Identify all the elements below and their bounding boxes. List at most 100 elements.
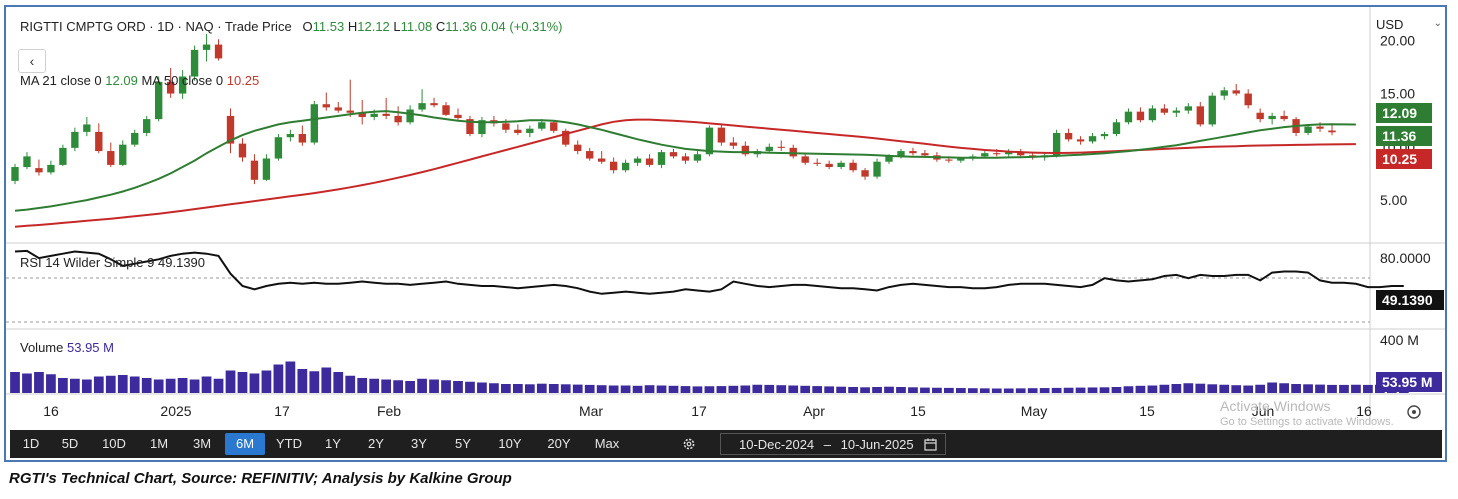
- reset-view-icon[interactable]: [1407, 405, 1421, 419]
- price-tick-label: 5.00: [1380, 192, 1407, 208]
- time-axis-label: 16: [1356, 403, 1372, 419]
- candle-body: [1328, 130, 1336, 133]
- candle-body: [23, 156, 31, 168]
- volume-bar: [812, 386, 823, 393]
- candle-body: [514, 129, 522, 133]
- candle-body: [154, 81, 163, 120]
- volume-bar: [321, 367, 332, 393]
- low-value: 11.08: [400, 19, 433, 34]
- candle-body: [107, 151, 115, 165]
- volume-bar: [524, 384, 535, 393]
- range-button-3y[interactable]: 3Y: [411, 436, 427, 451]
- date-from: 10-Dec-2024: [739, 437, 815, 452]
- volume-bar: [872, 387, 882, 393]
- volume-bar: [201, 376, 212, 393]
- volume-bar: [177, 378, 188, 393]
- price-type-label: Trade Price: [224, 19, 292, 34]
- volume-bar: [501, 384, 511, 393]
- volume-bar: [34, 372, 44, 393]
- calendar-icon: [924, 438, 937, 451]
- volume-bar: [1255, 384, 1266, 393]
- rsi-value: 49.1390: [158, 255, 206, 270]
- settings-button[interactable]: [678, 433, 700, 455]
- volume-bar: [417, 378, 427, 393]
- volume-bar: [261, 370, 272, 393]
- currency-select[interactable]: USD ⌄: [1376, 17, 1444, 39]
- candle-body: [334, 107, 342, 111]
- range-button-2y[interactable]: 2Y: [368, 436, 384, 451]
- volume-bar: [165, 378, 176, 393]
- candle-body: [897, 151, 905, 157]
- volume-bar: [548, 384, 559, 393]
- volume-legend: Volume 53.95 M: [20, 340, 114, 355]
- volume-bar: [860, 387, 870, 393]
- candle-body: [322, 104, 330, 108]
- rsi-price-tag: 49.1390: [1376, 290, 1444, 310]
- volume-bar: [560, 384, 571, 393]
- volume-bar: [979, 388, 990, 393]
- candle-body: [669, 152, 678, 157]
- candle-body: [597, 158, 606, 162]
- range-button-10d[interactable]: 10D: [102, 436, 126, 451]
- range-button-ytd[interactable]: YTD: [276, 436, 302, 451]
- candle-body: [286, 134, 295, 138]
- candle-body: [1280, 115, 1288, 120]
- volume-bar: [536, 383, 547, 393]
- range-button-1m[interactable]: 1M: [149, 436, 169, 451]
- candle-body: [657, 152, 666, 165]
- range-button-20y[interactable]: 20Y: [547, 436, 571, 451]
- range-button-10y[interactable]: 10Y: [498, 436, 522, 451]
- volume-bar: [572, 384, 583, 393]
- candle-body: [538, 122, 546, 129]
- candle-body: [310, 104, 318, 143]
- range-button-1d[interactable]: 1D: [22, 436, 40, 451]
- candle-body: [59, 147, 67, 165]
- volume-bar: [1147, 385, 1158, 393]
- volume-bar: [465, 381, 475, 393]
- time-axis-label: Feb: [377, 403, 401, 419]
- volume-bar: [429, 379, 439, 393]
- volume-bar: [1231, 385, 1242, 393]
- volume-bar: [309, 371, 320, 393]
- volume-bar: [1243, 385, 1254, 393]
- candle-body: [202, 44, 211, 50]
- candle-body: [837, 162, 845, 168]
- volume-bar: [141, 378, 152, 393]
- candle-body: [1088, 136, 1097, 142]
- candle-body: [1316, 126, 1324, 129]
- candle-body: [478, 120, 486, 135]
- candle-body: [765, 146, 773, 152]
- rsi-legend: RSI 14 Wilder Simple 9 49.1390: [20, 255, 205, 270]
- candle-body: [298, 134, 307, 143]
- range-button-3m[interactable]: 3M: [192, 436, 212, 451]
- candle-body: [119, 144, 127, 165]
- volume-bar: [1039, 388, 1050, 393]
- candle-body: [226, 115, 235, 144]
- range-button-5d[interactable]: 5D: [61, 436, 79, 451]
- volume-bar: [69, 378, 80, 393]
- volume-label: Volume: [20, 340, 64, 355]
- time-axis-label: May: [1021, 403, 1047, 419]
- candle-body: [430, 103, 438, 106]
- volume-bar: [225, 370, 236, 393]
- candle-body: [1076, 139, 1085, 142]
- candle-body: [143, 119, 151, 133]
- candle-body: [250, 160, 259, 180]
- range-button-5y[interactable]: 5Y: [455, 436, 471, 451]
- range-button-max[interactable]: Max: [594, 436, 620, 451]
- price-tick-label: 20.00: [1380, 32, 1415, 48]
- range-button-6m[interactable]: 6M: [225, 433, 265, 455]
- candle-body: [705, 127, 714, 155]
- volume-bar: [764, 384, 775, 393]
- volume-bar: [1027, 388, 1038, 393]
- volume-bar: [117, 375, 128, 393]
- candle-body: [813, 162, 821, 164]
- candle-body: [1052, 132, 1061, 156]
- time-axis-label: Mar: [579, 403, 603, 419]
- volume-bar: [345, 375, 356, 393]
- range-button-1y[interactable]: 1Y: [325, 436, 341, 451]
- candle-body: [1017, 152, 1025, 156]
- date-range-picker[interactable]: 10-Dec-2024 – 10-Jun-2025: [720, 433, 946, 455]
- back-button[interactable]: ‹: [18, 49, 46, 73]
